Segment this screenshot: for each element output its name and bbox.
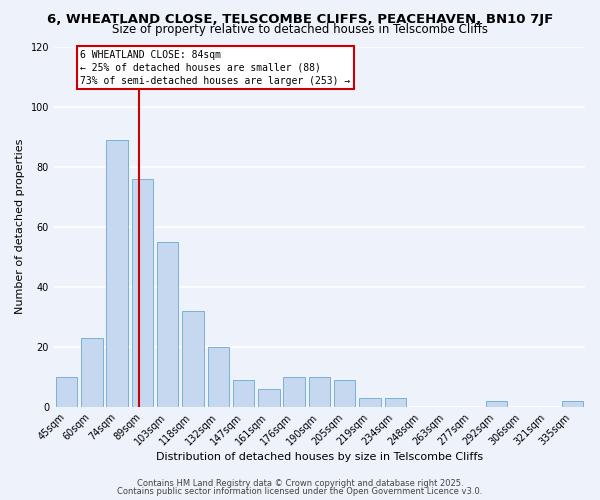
Bar [157,242,178,407]
Bar [359,398,381,407]
Text: Contains HM Land Registry data © Crown copyright and database right 2025.: Contains HM Land Registry data © Crown c… [137,479,463,488]
X-axis label: Distribution of detached houses by size in Telscombe Cliffs: Distribution of detached houses by size … [156,452,483,462]
Bar [208,347,229,407]
Bar [486,401,507,407]
Bar [131,178,153,407]
Bar [81,338,103,407]
Bar [283,377,305,407]
Bar [56,377,77,407]
Text: 6, WHEATLAND CLOSE, TELSCOMBE CLIFFS, PEACEHAVEN, BN10 7JF: 6, WHEATLAND CLOSE, TELSCOMBE CLIFFS, PE… [47,12,553,26]
Text: Size of property relative to detached houses in Telscombe Cliffs: Size of property relative to detached ho… [112,22,488,36]
Bar [106,140,128,407]
Bar [258,389,280,407]
Bar [562,401,583,407]
Bar [309,377,330,407]
Bar [182,311,204,407]
Text: 6 WHEATLAND CLOSE: 84sqm
← 25% of detached houses are smaller (88)
73% of semi-d: 6 WHEATLAND CLOSE: 84sqm ← 25% of detach… [80,50,351,86]
Text: Contains public sector information licensed under the Open Government Licence v3: Contains public sector information licen… [118,486,482,496]
Bar [334,380,355,407]
Bar [233,380,254,407]
Bar [385,398,406,407]
Y-axis label: Number of detached properties: Number of detached properties [15,139,25,314]
